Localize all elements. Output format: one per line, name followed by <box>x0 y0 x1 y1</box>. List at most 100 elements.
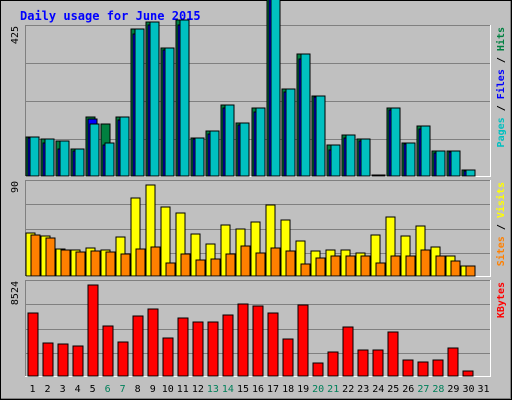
bar-hits-pages-day-6 <box>104 142 115 177</box>
x-tick-label-day-1: 1 <box>29 384 35 395</box>
panel-visits: 90 Sites / Visits <box>10 180 507 277</box>
x-tick-label-day-30: 30 <box>462 384 474 395</box>
bar-kbytes-kbytes-day-18 <box>282 338 294 377</box>
bar-visits-sites-day-6 <box>105 251 116 277</box>
legend-part: Hits <box>495 27 507 51</box>
bar-kbytes-kbytes-day-19 <box>297 304 309 377</box>
bar-hits-pages-day-7 <box>119 116 130 177</box>
x-tick-label-day-29: 29 <box>447 384 459 395</box>
bar-hits-pages-day-22 <box>345 134 356 177</box>
legend-part: / <box>496 51 507 69</box>
bar-hits-pages-day-18 <box>285 88 296 177</box>
bar-hits-pages-day-20 <box>315 95 326 177</box>
x-tick-label-day-5: 5 <box>90 384 96 395</box>
bar-kbytes-kbytes-day-27 <box>417 361 429 377</box>
bar-kbytes-kbytes-day-2 <box>42 342 54 377</box>
bar-visits-sites-day-17 <box>270 247 281 277</box>
bar-hits-pages-day-21 <box>330 144 341 177</box>
bar-kbytes-kbytes-day-4 <box>72 345 84 377</box>
legend-part: / <box>496 218 507 236</box>
chart-title: Daily usage for June 2015 <box>20 9 201 23</box>
bar-kbytes-kbytes-day-9 <box>147 308 159 377</box>
bar-visits-sites-day-26 <box>405 255 416 277</box>
legend-part: Sites <box>495 236 507 266</box>
x-tick-label-day-2: 2 <box>44 384 50 395</box>
bar-visits-sites-day-28 <box>435 255 446 277</box>
legend-part: Visits <box>495 182 507 218</box>
bar-visits-sites-day-29 <box>450 260 461 277</box>
bar-visits-sites-day-19 <box>300 263 311 277</box>
x-tick-label-day-19: 19 <box>297 384 309 395</box>
bar-hits-pages-day-11 <box>179 19 190 177</box>
bar-hits-pages-day-19 <box>300 53 311 177</box>
bar-hits-pages-day-3 <box>59 140 70 177</box>
bar-kbytes-kbytes-day-25 <box>387 331 399 377</box>
bar-hits-pages-day-30 <box>465 169 476 177</box>
bar-visits-sites-day-24 <box>375 262 386 277</box>
x-tick-label-day-17: 17 <box>267 384 279 395</box>
bar-visits-sites-day-8 <box>135 248 146 277</box>
x-tick-label-day-12: 12 <box>192 384 204 395</box>
bar-visits-sites-day-21 <box>330 255 341 277</box>
bar-hits-pages-day-26 <box>405 142 416 177</box>
panel-hits-scale-label: 425 <box>10 26 21 44</box>
bar-kbytes-kbytes-day-11 <box>177 317 189 377</box>
bar-visits-sites-day-2 <box>45 237 56 277</box>
x-tick-label-day-25: 25 <box>387 384 399 395</box>
bar-visits-sites-day-14 <box>225 253 236 277</box>
bar-kbytes-kbytes-day-22 <box>342 326 354 377</box>
bar-kbytes-kbytes-day-29 <box>447 347 459 377</box>
bar-kbytes-kbytes-day-16 <box>252 305 264 377</box>
x-tick-label-day-4: 4 <box>75 384 81 395</box>
bar-hits-pages-day-15 <box>239 122 250 177</box>
bar-visits-sites-day-27 <box>420 249 431 277</box>
bar-hits-pages-day-9 <box>149 21 160 177</box>
bar-visits-sites-day-1 <box>30 234 41 277</box>
bar-kbytes-kbytes-day-13 <box>207 321 219 377</box>
bar-hits-pages-day-10 <box>164 47 175 177</box>
x-tick-label-day-24: 24 <box>372 384 384 395</box>
bar-hits-pages-day-13 <box>209 130 220 177</box>
x-tick-label-day-11: 11 <box>177 384 189 395</box>
x-tick-label-day-21: 21 <box>327 384 339 395</box>
bar-kbytes-kbytes-day-8 <box>132 315 144 377</box>
x-tick-label-day-31: 31 <box>477 384 489 395</box>
panel-kbytes-legend: KBytes <box>496 282 507 318</box>
bar-visits-sites-day-20 <box>315 257 326 277</box>
legend-part: Files <box>495 69 507 99</box>
bar-hits-pages-day-28 <box>435 150 446 177</box>
x-tick-label-day-10: 10 <box>162 384 174 395</box>
bar-visits-sites-day-10 <box>165 262 176 277</box>
bar-visits-sites-day-4 <box>75 251 86 277</box>
x-tick-label-day-8: 8 <box>135 384 141 395</box>
bar-kbytes-kbytes-day-14 <box>222 314 234 377</box>
bar-visits-sites-day-18 <box>285 250 296 277</box>
bar-hits-pages-day-14 <box>224 104 235 177</box>
x-tick-label-day-22: 22 <box>342 384 354 395</box>
bar-kbytes-kbytes-day-6 <box>102 325 114 377</box>
bar-hits-pages-day-29 <box>450 150 461 177</box>
panel-hits: 425 Pages / Files / Hits <box>10 0 507 177</box>
x-tick-label-day-18: 18 <box>282 384 294 395</box>
bar-kbytes-kbytes-day-26 <box>402 359 414 377</box>
x-tick-label-day-3: 3 <box>60 384 66 395</box>
bar-hits-pages-day-25 <box>390 107 401 177</box>
x-tick-label-day-28: 28 <box>432 384 444 395</box>
x-tick-label-day-9: 9 <box>150 384 156 395</box>
bar-kbytes-kbytes-day-17 <box>267 312 279 377</box>
bar-visits-sites-day-16 <box>255 252 266 277</box>
bar-hits-pages-day-24 <box>375 174 386 177</box>
bar-kbytes-kbytes-day-12 <box>192 321 204 377</box>
bar-kbytes-kbytes-day-28 <box>432 359 444 377</box>
panel-kbytes-scale-label: 8524 <box>10 281 21 305</box>
bar-kbytes-kbytes-day-15 <box>237 303 249 377</box>
panel-hits-legend: Pages / Files / Hits <box>495 27 507 147</box>
bar-visits-sites-day-3 <box>60 249 71 277</box>
x-tick-label-day-26: 26 <box>402 384 414 395</box>
bar-visits-sites-day-13 <box>210 258 221 277</box>
x-tick-label-day-6: 6 <box>105 384 111 395</box>
bar-visits-sites-day-22 <box>345 255 356 277</box>
bar-visits-sites-day-7 <box>120 253 131 277</box>
bar-hits-pages-day-5 <box>89 123 100 177</box>
